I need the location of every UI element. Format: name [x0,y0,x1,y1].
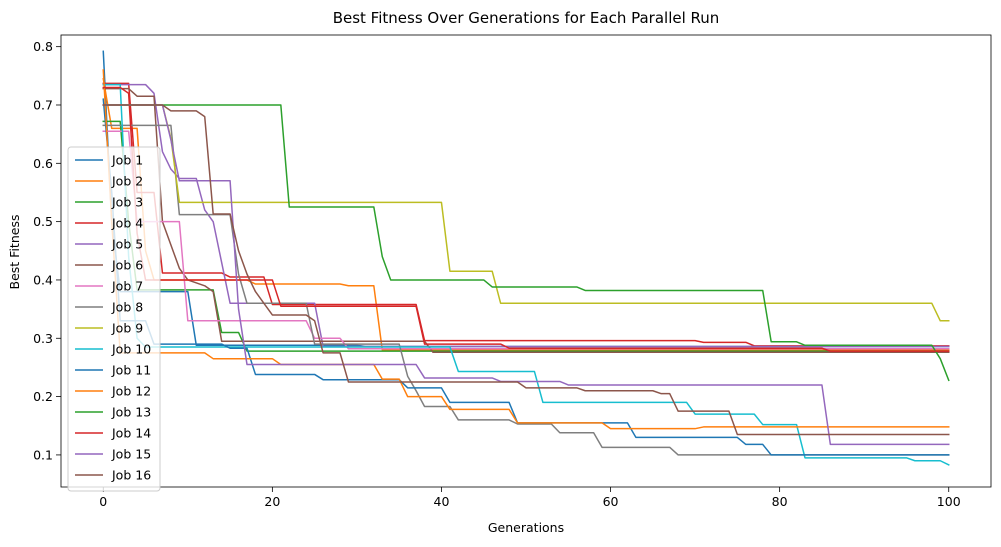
legend-label-job-1: Job 1 [111,153,143,168]
legend: Job 1 Job 2 Job 3 Job 4 Job 5 Job 6 Job 7 Job 8… [67,146,161,492]
y-tick-label: 0.7 [33,97,53,112]
y-axis-label: Best Fitness [7,215,22,290]
y-tick-label: 0.8 [33,39,53,54]
series-line-job-9 [102,104,950,322]
x-tick-label: 100 [937,494,961,509]
x-tick-label: 0 [99,494,107,509]
legend-label-job-13: Job 13 [111,405,151,420]
series-line-job-16 [102,104,950,436]
legend-label-job-11: Job 11 [111,363,151,378]
y-tick-label: 0.1 [33,447,53,462]
y-tick-label: 0.6 [33,156,53,171]
y-tick-label: 0.3 [33,331,53,346]
series-line-job-12 [102,69,950,430]
y-tick-label: 0.4 [33,272,53,287]
legend-label-job-10: Job 10 [111,342,151,357]
series-line-job-8 [102,124,950,456]
x-tick-label: 20 [264,494,280,509]
legend-label-job-9: Job 9 [111,321,143,336]
legend-label-job-4: Job 4 [111,216,143,231]
series-line-job-6 [102,87,950,354]
series-line-job-15 [102,104,950,446]
x-axis-label: Generations [488,520,564,535]
x-tick-label: 80 [772,494,788,509]
legend-label-job-8: Job 8 [111,300,143,315]
x-tick-label: 60 [603,494,619,509]
y-tick-label: 0.2 [33,389,53,404]
axes: 0 20 40 60 80 100 0.1 0.2 0.3 0.4 0.5 0.6 0.7 0.8 [33,34,992,509]
legend-label-job-6: Job 6 [111,258,143,273]
legend-label-job-7: Job 7 [111,279,143,294]
axes-frame [60,34,992,488]
legend-label-job-3: Job 3 [111,195,143,210]
legend-label-job-14: Job 14 [111,426,151,441]
chart-title: Best Fitness Over Generations for Each P… [333,9,720,27]
series-line-job-10 [102,83,950,466]
x-tick-label: 40 [434,494,450,509]
legend-label-job-15: Job 15 [111,447,151,462]
legend-box [67,146,161,492]
series-line-job-7 [102,130,950,350]
series-line-job-3 [102,120,950,352]
y-tick-label: 0.5 [33,214,53,229]
legend-label-job-16: Job 16 [111,468,151,483]
series-line-job-13 [102,104,950,382]
plot-area [102,50,950,466]
series-line-job-14 [102,86,950,352]
legend-label-job-5: Job 5 [111,237,143,252]
legend-label-job-12: Job 12 [111,384,151,399]
legend-label-job-2: Job 2 [111,174,143,189]
